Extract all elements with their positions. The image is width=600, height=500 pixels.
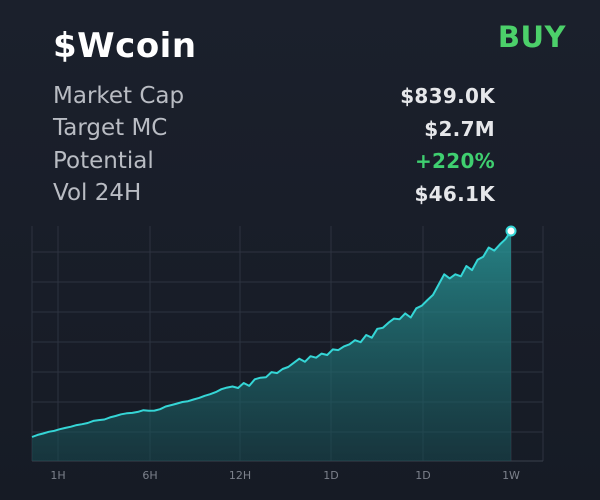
stat-value: $2.7M <box>424 116 495 141</box>
price-chart: 1H 6H 12H 1D 1D 1W <box>31 225 544 482</box>
stat-label: Potential <box>53 147 154 174</box>
stat-value: +220% <box>414 149 495 174</box>
stat-label: Vol 24H <box>53 180 142 207</box>
chart-end-marker <box>505 225 517 237</box>
chart-line <box>31 230 512 438</box>
buy-button[interactable]: BUY <box>497 20 566 54</box>
stat-value: $46.1K <box>414 181 495 206</box>
x-tick-label: 1W <box>502 469 520 482</box>
stat-row-potential: Potential +220% <box>53 145 495 178</box>
stat-row-target-mc: Target MC $2.7M <box>53 113 495 146</box>
stat-row-market-cap: Market Cap $839.0K <box>53 80 495 113</box>
x-tick-label: 1H <box>50 469 65 482</box>
chart-area <box>32 231 511 461</box>
x-tick-label: 1D <box>323 469 338 482</box>
x-tick-label: 1D <box>415 469 430 482</box>
x-axis-ticks: 1H 6H 12H 1D 1D 1W <box>50 469 520 482</box>
token-title: $Wcoin <box>53 26 197 66</box>
stat-value: $839.0K <box>400 84 495 109</box>
x-tick-label: 6H <box>142 469 157 482</box>
stats-list: Market Cap $839.0K Target MC $2.7M Poten… <box>53 80 495 210</box>
stat-label: Market Cap <box>53 82 185 109</box>
stat-row-vol-24h: Vol 24H $46.1K <box>53 178 495 211</box>
stat-label: Target MC <box>53 115 168 142</box>
x-tick-label: 12H <box>229 469 251 482</box>
